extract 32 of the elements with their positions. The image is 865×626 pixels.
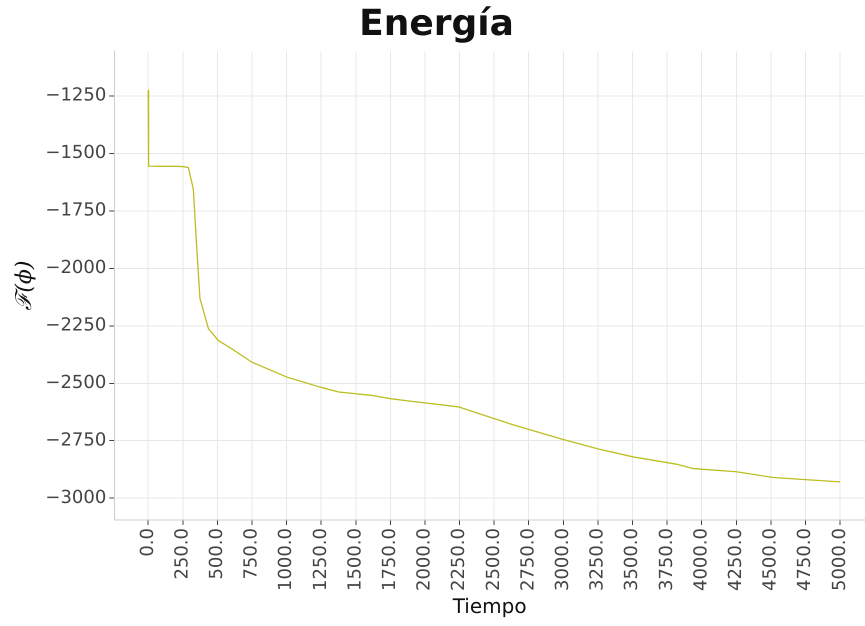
x-tick-label: 4500.0 — [760, 528, 781, 591]
chart-title: Energía — [359, 2, 514, 44]
x-tick-label: 250.0 — [171, 528, 192, 580]
x-tick-label: 2500.0 — [482, 528, 504, 591]
y-tick-label: −2750 — [45, 429, 106, 450]
y-tick-label: −2500 — [45, 372, 106, 393]
x-tick-label: 1750.0 — [379, 528, 400, 591]
x-tick-label: 1250.0 — [310, 528, 331, 591]
x-tick-label: 500.0 — [206, 528, 228, 580]
y-tick-label: −3000 — [45, 486, 106, 508]
x-tick-label: 2000.0 — [414, 528, 435, 591]
y-tick-label: −1500 — [45, 142, 106, 164]
x-tick-label: 3500.0 — [621, 528, 642, 591]
x-tick-label: 4750.0 — [794, 528, 816, 591]
x-tick-label: 750.0 — [240, 528, 262, 580]
x-tick-label: 1500.0 — [344, 528, 366, 591]
x-tick-label: 4250.0 — [724, 528, 746, 591]
x-tick-label: 3250.0 — [586, 528, 608, 591]
x-tick-label: 3000.0 — [552, 528, 574, 591]
y-tick-label: −1750 — [45, 200, 106, 221]
x-tick-label: 3750.0 — [656, 528, 677, 591]
x-tick-label: 1000.0 — [275, 528, 296, 591]
x-tick-label: 2250.0 — [448, 528, 470, 591]
x-tick-label: 2750.0 — [517, 528, 538, 591]
y-tick-label: −2250 — [45, 314, 106, 336]
y-tick-label: −2000 — [45, 257, 106, 278]
x-tick-label: 5000.0 — [828, 528, 850, 591]
x-tick-label: 0.0 — [136, 528, 158, 557]
x-tick-label: 4000.0 — [690, 528, 712, 591]
y-axis-title: ℱ(ϕ) — [12, 260, 37, 311]
y-tick-label: −1250 — [45, 84, 106, 106]
x-axis-title: Tiempo — [452, 594, 527, 618]
